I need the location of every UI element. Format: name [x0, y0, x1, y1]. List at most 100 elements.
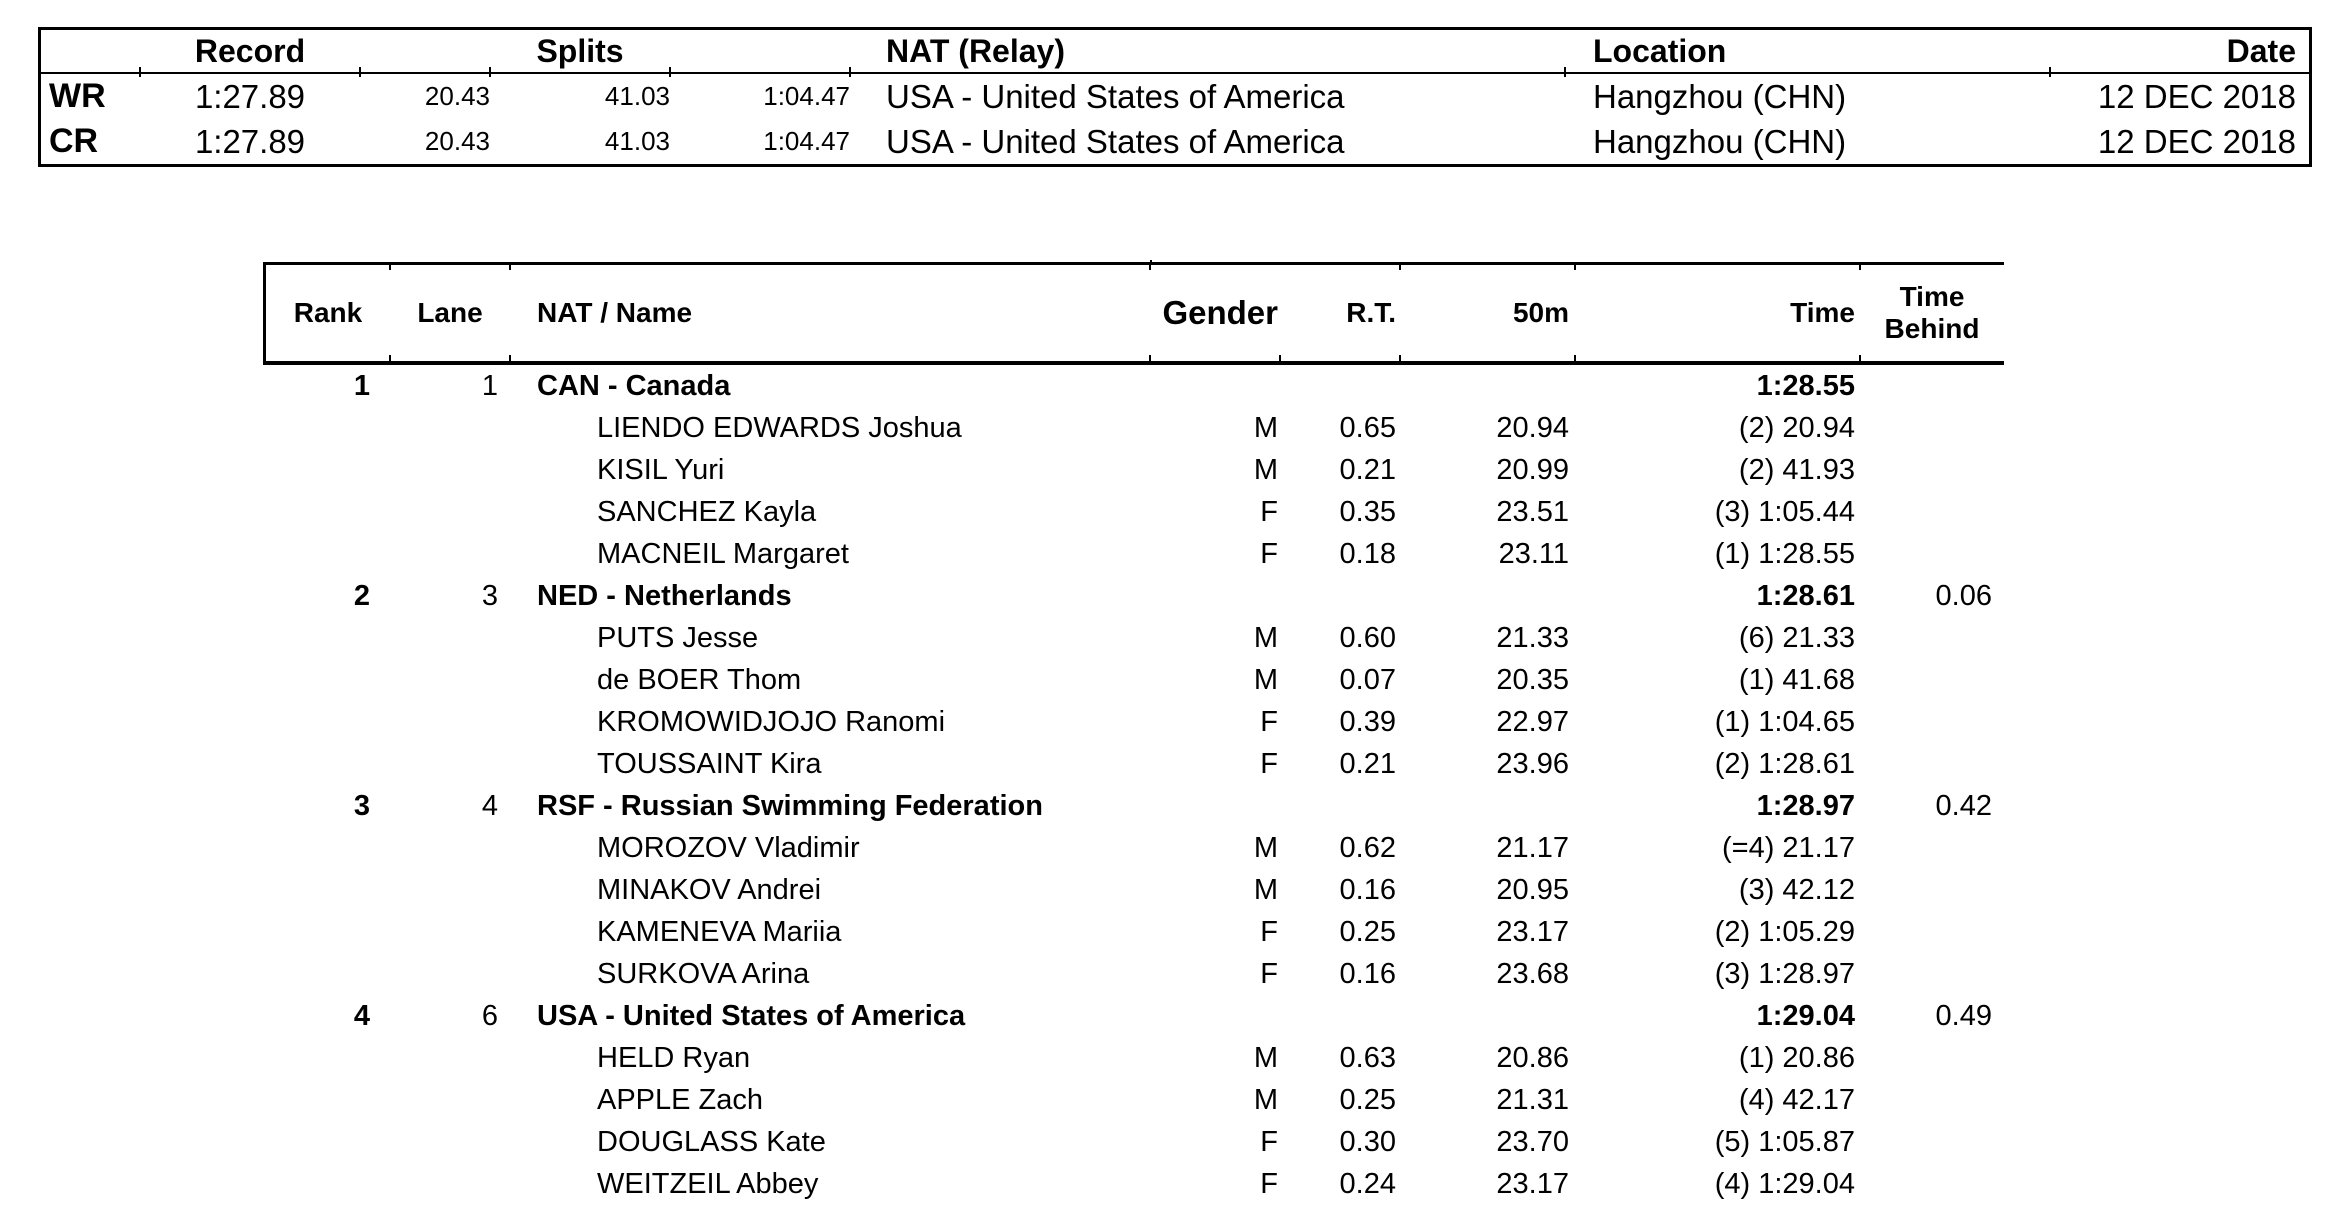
team-name: RSF - Russian Swimming Federation [537, 789, 1043, 822]
record-label-header-cell [41, 30, 141, 77]
relay-results-table: Rank Lane NAT / Name Gender R.T. 50m Tim… [263, 260, 2004, 1205]
swimmer-lane-spacer [390, 953, 510, 995]
swimmer-cumulative-time: (2) 20.94 [1738, 411, 1855, 444]
swimmer-behind-spacer [1860, 911, 2004, 953]
swimmer-50m-split: 21.17 [1496, 831, 1569, 864]
team-row: 4 6 USA - United States of America 1:29.… [263, 995, 2004, 1037]
swimmer-cumulative-time: (4) 1:29.04 [1714, 1167, 1855, 1200]
swimmer-lane-spacer [390, 659, 510, 701]
swimmer-reaction-time: 0.63 [1339, 1041, 1396, 1074]
swimmer-cumulative-time: (1) 41.68 [1738, 663, 1855, 696]
swimmer-lane-spacer [390, 701, 510, 743]
team-time: 1:29.04 [1756, 999, 1855, 1032]
swimmer-row: LIENDO EDWARDS Joshua M 0.65 20.94 (2) 2… [263, 407, 2004, 449]
swimmer-cumulative-time: (3) 1:05.44 [1714, 495, 1855, 528]
team-lane: 4 [481, 789, 498, 822]
swimmer-50m-split: 23.51 [1496, 495, 1569, 528]
swimmer-rank-spacer [266, 449, 390, 491]
team-rank: 1 [353, 369, 370, 402]
records-table: Record Splits NAT (Relay) Location Date … [38, 27, 2312, 167]
swimmer-50m-split: 20.99 [1496, 453, 1569, 486]
swimmer-gender: F [1260, 537, 1278, 570]
swimmer-row: KROMOWIDJOJO Ranomi F 0.39 22.97 (1) 1:0… [263, 701, 2004, 743]
swimmer-50m-split: 20.95 [1496, 873, 1569, 906]
swimmer-behind-spacer [1860, 533, 2004, 575]
swimmer-50m-split: 23.11 [1498, 537, 1569, 570]
swimmer-name: MACNEIL Margaret [597, 537, 849, 570]
swimmer-gender: M [1253, 1041, 1278, 1074]
swimmer-name: MINAKOV Andrei [597, 873, 822, 906]
team-time-behind: 0.06 [1935, 579, 1992, 612]
swimmer-reaction-time: 0.16 [1339, 873, 1396, 906]
swimmer-cumulative-time: (=4) 21.17 [1721, 831, 1855, 864]
swimmer-lane-spacer [390, 911, 510, 953]
swimmer-cumulative-time: (3) 1:28.97 [1714, 957, 1855, 990]
swimmer-behind-spacer [1860, 827, 2004, 869]
team-name: NED - Netherlands [537, 579, 792, 612]
time-behind-header-line2: Behind [1884, 313, 1980, 344]
swimmer-gender: M [1253, 1083, 1278, 1116]
swimmer-behind-spacer [1860, 449, 2004, 491]
swimmer-reaction-time: 0.21 [1339, 453, 1396, 486]
swimmer-rank-spacer [266, 1079, 390, 1121]
swimmer-gender: F [1260, 495, 1278, 528]
swimmer-gender: M [1253, 663, 1278, 696]
swimmer-reaction-time: 0.18 [1339, 537, 1396, 570]
swimmer-lane-spacer [390, 617, 510, 659]
records-table-header: Record Splits NAT (Relay) Location Date [41, 30, 2309, 77]
swimmer-50m-split: 23.17 [1496, 1167, 1569, 1200]
team-rt-spacer [1280, 365, 1400, 407]
swimmer-reaction-time: 0.21 [1339, 747, 1396, 780]
team-rank: 3 [353, 789, 370, 822]
swimmer-50m-split: 20.94 [1496, 411, 1569, 444]
swimmer-row: MOROZOV Vladimir M 0.62 21.17 (=4) 21.17 [263, 827, 2004, 869]
splits-header: Splits [490, 30, 671, 77]
swimmer-row: SURKOVA Arina F 0.16 23.68 (3) 1:28.97 [263, 953, 2004, 995]
record-row: CR 1:27.89 20.43 41.03 1:04.47 USA - Uni… [41, 119, 2309, 164]
swimmer-gender: M [1253, 411, 1278, 444]
swimmer-lane-spacer [390, 491, 510, 533]
swimmer-rank-spacer [266, 953, 390, 995]
swimmer-behind-spacer [1860, 1163, 2004, 1205]
record-time: 1:27.89 [194, 77, 306, 115]
splits-header-spacer-1 [360, 30, 491, 77]
swimmer-gender: M [1253, 873, 1278, 906]
team-time: 1:28.55 [1756, 369, 1855, 402]
swimmer-cumulative-time: (1) 1:28.55 [1714, 537, 1855, 570]
location-header: Location [1565, 30, 2051, 77]
swimmer-cumulative-time: (5) 1:05.87 [1714, 1125, 1855, 1158]
record-header: Record [140, 30, 361, 77]
swimmer-behind-spacer [1860, 701, 2004, 743]
swimmer-cumulative-time: (1) 1:04.65 [1714, 705, 1855, 738]
time-behind-header: Time Behind [1860, 265, 2004, 361]
swimmer-name: HELD Ryan [597, 1041, 751, 1074]
swimmer-row: TOUSSAINT Kira F 0.21 23.96 (2) 1:28.61 [263, 743, 2004, 785]
swimmer-behind-spacer [1860, 953, 2004, 995]
swimmer-reaction-time: 0.16 [1339, 957, 1396, 990]
swimmer-50m-split: 21.31 [1496, 1083, 1569, 1116]
swimmer-rank-spacer [266, 827, 390, 869]
swimmer-cumulative-time: (6) 21.33 [1738, 621, 1855, 654]
team-lane: 3 [481, 579, 498, 612]
swimmer-gender: F [1260, 747, 1278, 780]
team-time-behind [1860, 365, 2004, 407]
swimmer-cumulative-time: (3) 42.12 [1738, 873, 1855, 906]
record-location: Hangzhou (CHN) [1593, 122, 1847, 160]
swimmer-reaction-time: 0.24 [1339, 1167, 1396, 1200]
swimmer-lane-spacer [390, 827, 510, 869]
swimmer-row: de BOER Thom M 0.07 20.35 (1) 41.68 [263, 659, 2004, 701]
reaction-time-header: R.T. [1280, 262, 1401, 365]
swimmer-behind-spacer [1860, 617, 2004, 659]
swimmer-behind-spacer [1860, 869, 2004, 911]
swimmer-lane-spacer [390, 743, 510, 785]
swimmer-row: HELD Ryan M 0.63 20.86 (1) 20.86 [263, 1037, 2004, 1079]
swimmer-50m-split: 23.68 [1496, 957, 1569, 990]
team-rt-spacer [1280, 995, 1400, 1037]
swimmer-reaction-time: 0.35 [1339, 495, 1396, 528]
swimmer-gender: F [1260, 957, 1278, 990]
swimmer-rank-spacer [266, 407, 390, 449]
team-gender-spacer [1150, 575, 1280, 617]
record-location: Hangzhou (CHN) [1593, 77, 1847, 115]
team-time: 1:28.61 [1756, 579, 1855, 612]
swimmer-name: TOUSSAINT Kira [597, 747, 822, 780]
